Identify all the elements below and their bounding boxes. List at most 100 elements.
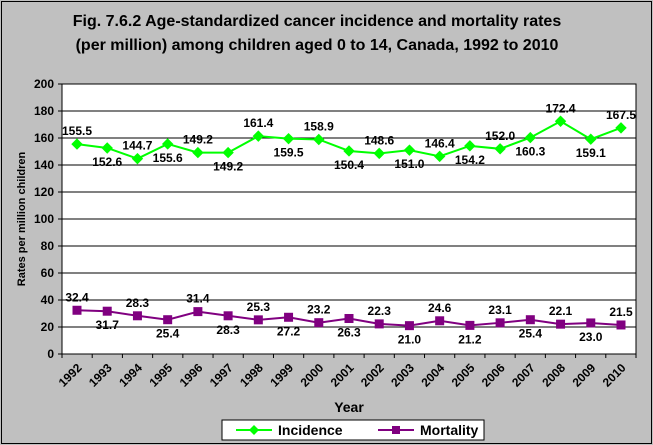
data-point-incidence — [71, 138, 83, 150]
chart-title-line-2: (per million) among children aged 0 to 1… — [76, 37, 559, 54]
y-tick-label: 100 — [34, 212, 54, 226]
data-label-incidence: 154.2 — [455, 153, 485, 167]
data-point-mortality — [344, 313, 354, 323]
data-label-incidence: 160.3 — [515, 145, 545, 159]
x-tick-label: 2001 — [328, 361, 357, 390]
data-label-incidence: 167.5 — [606, 108, 636, 122]
data-label-mortality: 31.7 — [96, 318, 120, 332]
data-point-mortality — [616, 320, 626, 330]
x-tick-label: 2003 — [388, 361, 417, 390]
data-point-incidence — [554, 115, 567, 127]
data-label-mortality: 22.3 — [368, 304, 392, 318]
legend-label-incidence: Incidence — [278, 422, 343, 438]
y-tick-label: 200 — [34, 77, 54, 91]
data-point-incidence — [585, 133, 597, 145]
data-label-incidence: 155.5 — [62, 124, 92, 138]
data-label-incidence: 146.4 — [425, 136, 455, 150]
x-tick-label: 1992 — [56, 361, 85, 390]
x-axis-ticks: 1992 1993 1994 1995 1996 1997 1998 1999 2000 2001… — [56, 354, 637, 390]
x-tick-label: 1999 — [267, 361, 296, 390]
data-label-incidence: 155.6 — [153, 151, 183, 165]
data-point-incidence — [433, 150, 446, 163]
chart-title: Fig. 7.6.2 Age-standardized cancer incid… — [73, 13, 562, 54]
x-tick-label: 2004 — [418, 361, 447, 390]
data-label-mortality: 26.3 — [337, 325, 361, 339]
data-label-incidence: 148.6 — [364, 133, 394, 147]
data-point-incidence — [222, 146, 234, 159]
data-label-mortality: 28.3 — [126, 296, 150, 310]
data-point-incidence — [403, 144, 416, 156]
legend-marker-mortality — [392, 426, 400, 434]
data-label-incidence: 152.0 — [485, 129, 515, 143]
data-point-incidence — [252, 130, 265, 142]
data-point-incidence — [524, 131, 537, 144]
data-point-mortality — [72, 305, 82, 315]
data-label-incidence: 152.6 — [92, 155, 122, 169]
data-label-mortality: 23.1 — [488, 303, 512, 317]
y-tick-label: 0 — [47, 347, 54, 361]
x-tick-label: 1995 — [146, 361, 175, 390]
data-point-incidence — [464, 140, 476, 152]
legend-box — [221, 419, 485, 441]
data-point-mortality — [374, 319, 384, 329]
data-point-incidence — [282, 132, 295, 145]
series-layer — [71, 115, 627, 331]
data-point-mortality — [525, 315, 535, 325]
data-point-mortality — [495, 318, 505, 328]
data-label-incidence: 144.7 — [122, 139, 152, 153]
y-axis-title: Rates per million children — [16, 151, 28, 286]
data-label-mortality: 32.4 — [65, 290, 89, 304]
data-point-mortality — [404, 321, 414, 331]
data-point-mortality — [556, 319, 566, 329]
data-point-mortality — [132, 311, 142, 321]
y-tick-label: 40 — [41, 293, 55, 307]
x-tick-label: 1994 — [116, 361, 145, 390]
data-label-mortality: 25.4 — [156, 327, 180, 341]
data-label-mortality: 25.3 — [247, 300, 271, 314]
data-point-mortality — [586, 318, 596, 328]
x-tick-label: 1996 — [177, 361, 206, 390]
x-tick-label: 2010 — [600, 361, 629, 390]
y-tick-label: 120 — [34, 185, 54, 199]
data-point-incidence — [343, 145, 355, 157]
x-tick-label: 1993 — [86, 361, 115, 390]
data-labels: 155.5152.6144.7155.6149.2149.2161.4159.5… — [62, 101, 636, 346]
x-tick-label: 1998 — [237, 361, 266, 390]
data-point-incidence — [313, 133, 325, 146]
data-point-mortality — [163, 315, 173, 325]
data-point-mortality — [314, 318, 324, 328]
data-label-mortality: 21.2 — [458, 332, 482, 346]
y-axis-ticks: 0 20 40 60 80 100 120 140 160 180 200 — [34, 77, 62, 361]
data-point-incidence — [101, 142, 113, 154]
chart-title-line-1: Fig. 7.6.2 Age-standardized cancer incid… — [73, 13, 562, 30]
data-label-mortality: 25.4 — [519, 327, 543, 341]
data-point-mortality — [102, 306, 112, 316]
data-label-mortality: 24.6 — [428, 301, 452, 315]
data-point-mortality — [193, 307, 203, 317]
data-label-incidence: 159.5 — [274, 146, 304, 160]
data-label-mortality: 22.1 — [549, 304, 573, 318]
y-tick-label: 180 — [34, 104, 54, 118]
data-point-mortality — [253, 315, 263, 325]
x-tick-label: 2000 — [298, 361, 327, 390]
data-label-incidence: 150.4 — [334, 158, 364, 172]
data-label-mortality: 31.4 — [186, 292, 210, 306]
y-tick-label: 140 — [34, 158, 54, 172]
gridlines — [61, 83, 637, 355]
data-point-incidence — [161, 138, 174, 150]
y-tick-label: 20 — [41, 320, 55, 334]
x-tick-label: 1997 — [207, 361, 236, 390]
x-tick-label: 2002 — [358, 361, 387, 390]
data-label-mortality: 21.0 — [398, 333, 422, 347]
data-label-mortality: 21.5 — [609, 305, 633, 319]
data-label-mortality: 28.3 — [216, 323, 240, 337]
x-tick-label: 2006 — [479, 361, 508, 390]
data-point-mortality — [435, 316, 445, 326]
data-point-incidence — [131, 152, 144, 165]
data-point-mortality — [223, 311, 233, 321]
data-label-incidence: 149.2 — [183, 133, 213, 147]
legend-marker-incidence — [249, 425, 259, 435]
data-label-incidence: 161.4 — [243, 116, 273, 130]
data-label-incidence: 151.0 — [394, 157, 424, 171]
